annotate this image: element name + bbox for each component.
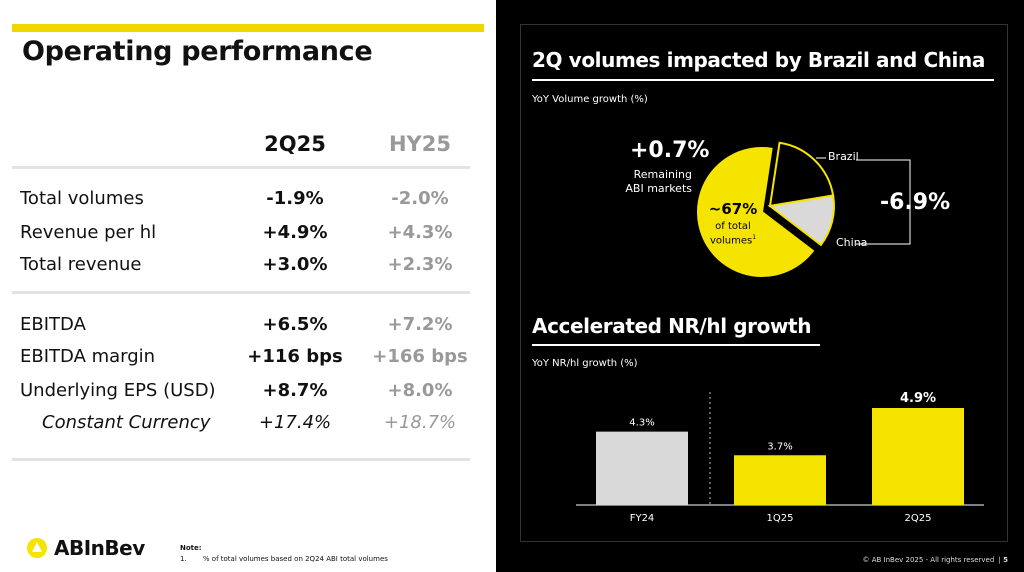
abinbev-logo-icon <box>27 538 47 558</box>
pie-slice-brazil <box>768 141 835 208</box>
row-label-ebitda-margin: EBITDA margin <box>20 346 156 367</box>
bar-value-label: 4.3% <box>629 418 654 429</box>
copyright-text: © AB InBev 2025 - All rights reserved <box>862 556 995 564</box>
value-hy25: +7.2% <box>387 314 453 335</box>
value-2q25: +8.7% <box>262 380 328 401</box>
x-tick-label: FY24 <box>630 513 655 524</box>
value-hy25: -2.0% <box>391 188 449 209</box>
accent-bar <box>12 24 484 32</box>
china-label: China <box>836 236 868 249</box>
row-label-total-volumes: Total volumes <box>20 188 144 209</box>
divider <box>12 291 470 294</box>
title-underline <box>532 344 820 346</box>
share-label-volumes: volumes <box>709 235 753 247</box>
value-hy25: +166 bps <box>372 346 468 367</box>
column-header-hy25: HY25 <box>388 132 451 156</box>
brazil-label: Brazil <box>828 150 859 163</box>
row-label-revenue-per-hl: Revenue per hl <box>20 222 157 243</box>
row-label-total-revenue: Total revenue <box>20 254 142 275</box>
page-number: 5 <box>1003 556 1008 564</box>
x-tick-label: 1Q25 <box>767 513 794 524</box>
pie-slice-remaining-abi-markets <box>697 147 815 277</box>
row-label-ebitda: EBITDA <box>20 314 86 335</box>
pie-slice-china <box>767 194 835 247</box>
volumes-panel: 2Q volumes impacted by Brazil and China … <box>496 0 1024 572</box>
column-header-2q25: 2Q25 <box>264 132 326 156</box>
footer: © AB InBev 2025 - All rights reserved | … <box>863 556 1009 564</box>
value-hy25: +18.7% <box>383 412 457 433</box>
page-title: Operating performance <box>22 36 373 67</box>
value-2q25: -1.9% <box>266 188 324 209</box>
bracket <box>856 159 911 245</box>
note-number: 1. <box>180 555 187 563</box>
volumes-title: 2Q volumes impacted by Brazil and China <box>532 48 985 72</box>
row-label-underlying-eps: Underlying EPS (USD) <box>20 380 216 401</box>
nrhl-title: Accelerated NR/hl growth <box>532 314 812 338</box>
value-2q25: +17.4% <box>258 412 332 433</box>
x-tick-label: 2Q25 <box>905 513 932 524</box>
operating-performance-panel: Operating performance 2Q25 HY25 Total vo… <box>0 0 496 572</box>
footer-separator: | <box>998 556 1001 564</box>
value-2q25: +116 bps <box>247 346 343 367</box>
bar-value-label: 4.9% <box>900 391 936 406</box>
remaining-label-line1: Remaining <box>633 168 692 181</box>
volumes-subtitle: YoY Volume growth (%) <box>532 94 648 105</box>
bar-fy24 <box>596 431 688 505</box>
value-hy25: +8.0% <box>387 380 453 401</box>
value-2q25: +3.0% <box>262 254 328 275</box>
value-2q25: +4.9% <box>262 222 328 243</box>
bar-2q25 <box>872 408 964 505</box>
bar-value-label: 3.7% <box>767 441 792 452</box>
share-value: ~67% <box>708 200 758 218</box>
footnote-marker: 1 <box>752 234 757 241</box>
row-label-constant-currency: Constant Currency <box>42 412 211 433</box>
note-title: Note: <box>180 544 202 552</box>
remaining-value: +0.7% <box>630 138 710 163</box>
value-2q25: +6.5% <box>262 314 328 335</box>
brazil-china-value: -6.9% <box>880 190 951 215</box>
value-hy25: +2.3% <box>387 254 453 275</box>
bar-1q25 <box>734 455 826 505</box>
remaining-label-line2: ABI markets <box>625 182 692 195</box>
abinbev-logo: ABInBev <box>26 536 145 560</box>
value-hy25: +4.3% <box>387 222 453 243</box>
panel-border <box>520 24 1008 542</box>
divider <box>12 458 470 461</box>
volume-pie-chart <box>697 141 911 277</box>
nrhl-bar-chart: 4.3% FY24 3.7% 1Q25 4.9% 2Q25 <box>576 391 984 524</box>
note-text: 1. % of total volumes based on 2Q24 ABI … <box>180 555 388 563</box>
share-label-line2: volumes1 <box>703 234 763 246</box>
divider <box>12 166 470 169</box>
nrhl-subtitle: YoY NR/hl growth (%) <box>532 358 638 369</box>
logo-text: ABInBev <box>54 536 145 560</box>
title-underline <box>532 79 994 81</box>
note-body: % of total volumes based on 2Q24 ABI tot… <box>202 555 388 563</box>
share-label-line1: of total <box>715 221 751 232</box>
